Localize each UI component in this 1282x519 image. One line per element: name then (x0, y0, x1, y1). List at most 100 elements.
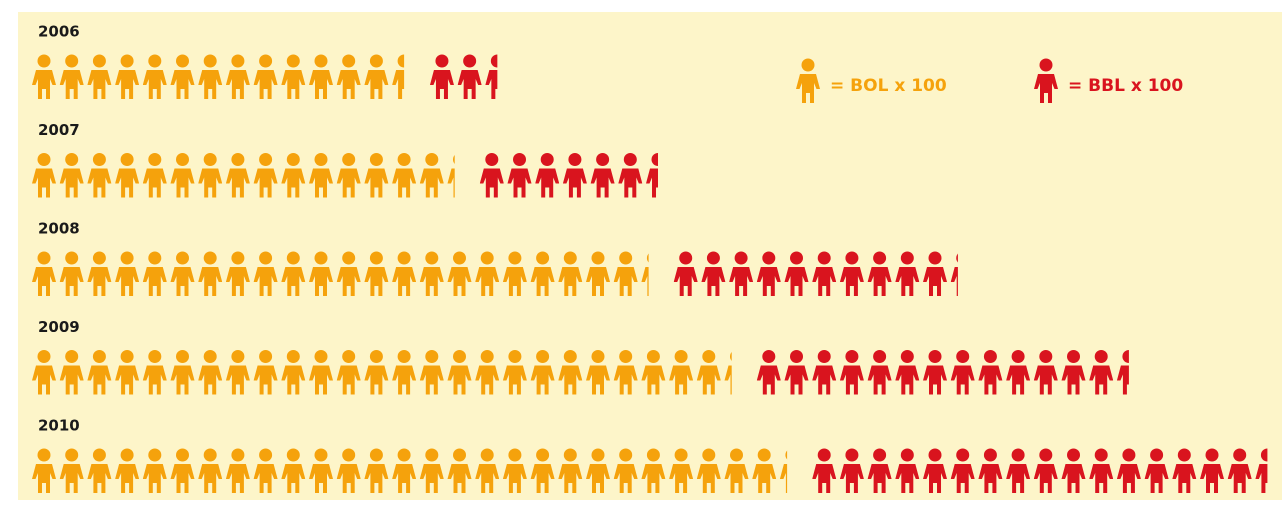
person-icon (170, 153, 195, 198)
icon-head (342, 251, 356, 265)
person-icon (198, 448, 223, 493)
icon-head (485, 153, 499, 166)
icon-body (978, 365, 1003, 395)
icon-body (281, 464, 306, 493)
icon-head (900, 251, 914, 265)
icon-head (259, 54, 273, 68)
person-icon (1200, 448, 1225, 493)
icon-body (59, 267, 84, 296)
icon-head (563, 448, 577, 462)
icon-body (32, 70, 56, 99)
icon-head (817, 448, 831, 462)
icon-body (32, 464, 56, 493)
icon-head (463, 54, 477, 68)
icon-head (730, 352, 732, 361)
icon-body (867, 365, 892, 395)
icon-body (558, 365, 583, 395)
icon-body (507, 168, 532, 198)
icon-body (253, 365, 278, 395)
icon-head (425, 448, 439, 462)
person-icon (1061, 350, 1086, 395)
icon-head (845, 251, 859, 265)
person-icon (867, 251, 892, 296)
icon-body (613, 267, 638, 296)
person-icon (309, 153, 333, 198)
person-icon (142, 448, 167, 493)
person-icon (225, 251, 250, 296)
person-icon (641, 448, 666, 493)
person-icon (562, 153, 587, 198)
icon-head (148, 54, 162, 68)
person-icon (485, 54, 498, 99)
icon-group (812, 448, 1268, 493)
icon-body (281, 168, 306, 198)
person-icon (812, 448, 837, 493)
person-icon (392, 153, 417, 198)
icon-head (591, 448, 605, 462)
icon-body (32, 168, 56, 198)
icon-group (32, 54, 405, 99)
person-icon (336, 350, 361, 395)
icon-head (540, 153, 554, 166)
icon-body (1089, 365, 1114, 395)
icon-body (641, 267, 649, 296)
person-icon (839, 251, 864, 296)
icon-body (867, 267, 892, 296)
year-label: 2006 (38, 23, 80, 41)
icon-head (536, 350, 550, 363)
icon-body (586, 365, 610, 395)
year-label: 2010 (38, 417, 80, 435)
icon-body (364, 464, 389, 493)
person-icon (475, 350, 500, 395)
person-icon (309, 350, 333, 395)
icon-group (756, 350, 1129, 395)
icon-body (281, 267, 306, 296)
icon-head (817, 350, 831, 363)
icon-body (839, 365, 864, 395)
icon-body (364, 168, 389, 198)
icon-head (259, 153, 273, 166)
icon-head (674, 448, 688, 462)
icon-body (392, 464, 417, 493)
icon-head (536, 448, 550, 462)
icon-body (225, 365, 250, 395)
person-icon (87, 54, 112, 99)
icon-head (563, 350, 577, 363)
icon-head (1177, 448, 1191, 462)
icon-head (513, 153, 527, 166)
icon-head (928, 350, 942, 363)
icon-body (281, 365, 306, 395)
icon-body (950, 464, 975, 493)
icon-head (120, 350, 134, 363)
icon-body (1200, 464, 1225, 493)
icon-head (314, 448, 328, 462)
person-icon (336, 448, 361, 493)
person-icon (198, 350, 223, 395)
person-icon (225, 54, 250, 99)
person-icon (336, 54, 361, 99)
person-icon (696, 350, 721, 395)
person-icon (978, 350, 1003, 395)
icon-body (142, 464, 167, 493)
icon-head (757, 448, 771, 462)
person-icon (253, 54, 278, 99)
person-icon (618, 153, 643, 198)
icon-head (453, 155, 455, 164)
icon-body (812, 464, 837, 493)
icon-head (397, 251, 411, 265)
icon-head (536, 251, 550, 265)
icon-body (87, 464, 112, 493)
person-icon (586, 350, 610, 395)
icon-head (65, 350, 79, 363)
icon-head (259, 448, 273, 462)
person-icon (779, 450, 788, 493)
icon-body (1034, 74, 1058, 103)
icon-head (1094, 350, 1108, 363)
person-icon (336, 251, 361, 296)
icon-head (148, 251, 162, 265)
icon-body (32, 267, 56, 296)
person-icon (613, 448, 638, 493)
icon-head (37, 350, 51, 363)
icon-body (59, 464, 84, 493)
icon-body (558, 267, 583, 296)
